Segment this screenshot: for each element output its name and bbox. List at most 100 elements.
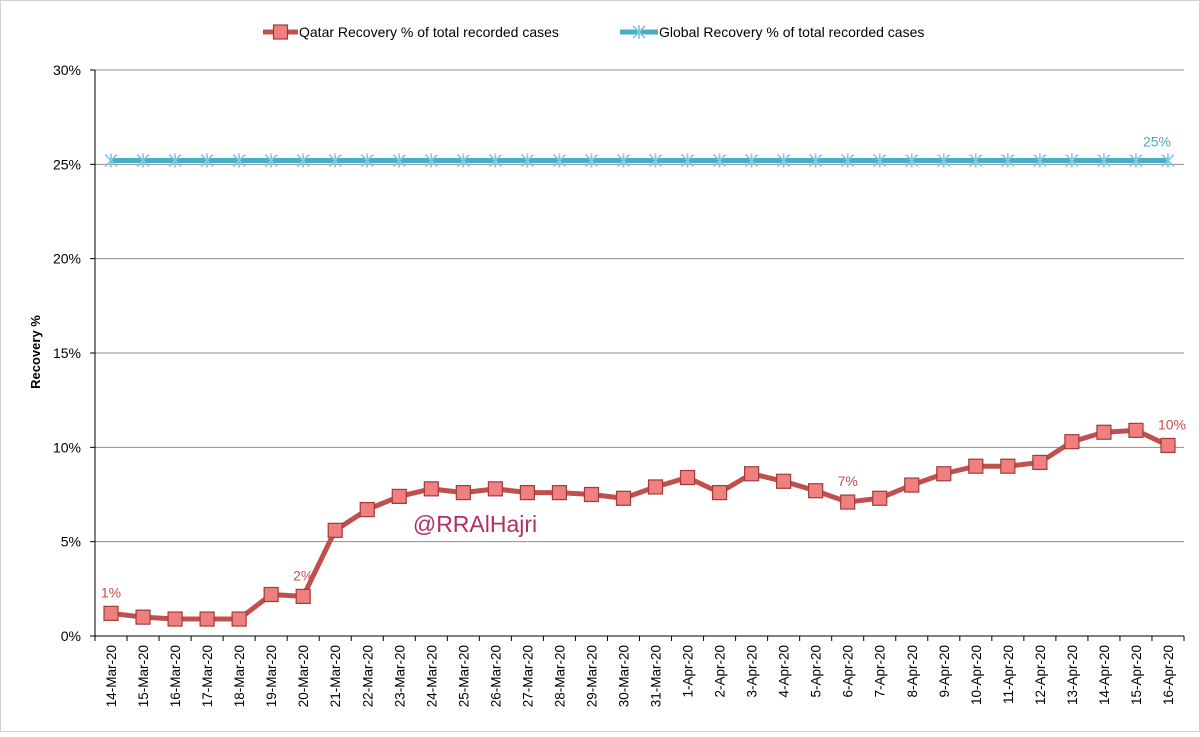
- qatar-point: [327, 522, 343, 538]
- x-tick-label: 28-Mar-20: [552, 645, 567, 707]
- qatar-point: [583, 486, 600, 503]
- global-point: [841, 153, 855, 168]
- global-point: [680, 153, 695, 168]
- x-tick-label: 17-Mar-20: [200, 645, 215, 707]
- global-point: [745, 153, 759, 168]
- global-point: [1001, 153, 1015, 168]
- global-point: [1033, 153, 1047, 168]
- x-tick-label: 23-Mar-20: [392, 645, 407, 707]
- qatar-point: [1064, 434, 1080, 450]
- qatar-point: [840, 494, 856, 510]
- global-point: [360, 153, 374, 168]
- global-point: [1129, 153, 1143, 168]
- qatar-point: [199, 611, 215, 627]
- global-point: [520, 153, 534, 168]
- x-tick-label: 16-Mar-20: [168, 645, 183, 707]
- qatar-point: [679, 469, 696, 486]
- x-tick-label: 21-Mar-20: [328, 645, 343, 707]
- x-tick-label: 1-Apr-20: [681, 645, 696, 698]
- qatar-point: [135, 609, 151, 625]
- y-axis-title: Recovery %: [28, 315, 43, 389]
- qatar-point: [872, 490, 888, 506]
- qatar-point: [1096, 424, 1112, 440]
- qatar-point: [359, 501, 375, 518]
- qatar-data-label: 1%: [101, 584, 121, 600]
- qatar-point: [455, 485, 471, 501]
- global-point: [1161, 153, 1175, 168]
- x-tick-label: 15-Apr-20: [1129, 645, 1144, 705]
- y-tick-label: 15%: [53, 345, 81, 361]
- x-tick-label: 14-Apr-20: [1097, 645, 1112, 705]
- qatar-point: [423, 481, 439, 497]
- y-tick-label: 5%: [61, 534, 81, 550]
- qatar-point: [231, 611, 247, 627]
- global-point: [552, 153, 566, 168]
- x-tick-label: 22-Mar-20: [360, 645, 375, 707]
- global-point: [1065, 153, 1079, 168]
- global-point: [392, 153, 406, 168]
- qatar-point: [808, 483, 824, 499]
- global-point: [488, 153, 502, 168]
- x-tick-label: 4-Apr-20: [777, 645, 792, 698]
- qatar-point: [1128, 422, 1144, 438]
- qatar-point: [1160, 437, 1176, 454]
- qatar-point: [968, 458, 984, 474]
- global-point: [873, 153, 887, 168]
- x-tick-label: 2-Apr-20: [713, 645, 728, 698]
- x-tick-label: 29-Mar-20: [584, 645, 599, 707]
- qatar-point: [103, 605, 119, 621]
- x-tick-label: 10-Apr-20: [969, 645, 984, 705]
- annotation-watermark: @RRAlHajri: [413, 511, 537, 537]
- x-tick-label: 24-Mar-20: [424, 645, 439, 707]
- qatar-point: [551, 485, 568, 501]
- legend-item-global: Global Recovery % of total recorded case…: [620, 24, 924, 40]
- global-point: [809, 153, 823, 168]
- qatar-point: [295, 588, 311, 604]
- qatar-point: [904, 477, 920, 493]
- x-tick-label: 9-Apr-20: [937, 645, 952, 698]
- x-tick-label: 8-Apr-20: [905, 645, 920, 698]
- global-point: [328, 153, 342, 168]
- global-point: [1097, 153, 1111, 168]
- global-point: [648, 153, 663, 168]
- global-point: [584, 153, 599, 168]
- legend-label-global: Global Recovery % of total recorded case…: [659, 24, 924, 40]
- global-point: [456, 153, 470, 168]
- qatar-point: [519, 485, 535, 501]
- legend-label-qatar: Qatar Recovery % of total recorded cases: [299, 24, 559, 40]
- x-tick-label: 15-Mar-20: [136, 645, 151, 707]
- qatar-point: [263, 586, 279, 603]
- global-point: [616, 153, 631, 168]
- qatar-point: [936, 466, 952, 482]
- x-tick-label: 5-Apr-20: [809, 645, 824, 698]
- global-point: [777, 153, 791, 168]
- qatar-point: [391, 488, 407, 504]
- x-tick-label: 19-Mar-20: [264, 645, 279, 707]
- qatar-point: [615, 490, 632, 506]
- legend-item-qatar: Qatar Recovery % of total recorded cases: [263, 24, 559, 40]
- x-tick-label: 6-Apr-20: [841, 645, 856, 698]
- qatar-point: [1032, 454, 1048, 471]
- global-point: [168, 153, 182, 168]
- global-point: [264, 153, 278, 168]
- y-tick-label: 30%: [53, 62, 81, 78]
- x-tick-label: 7-Apr-20: [873, 645, 888, 698]
- global-point: [905, 153, 919, 168]
- y-tick-label: 0%: [61, 628, 81, 644]
- qatar-point: [487, 481, 503, 497]
- x-tick-label: 14-Mar-20: [104, 645, 119, 707]
- x-tick-label: 18-Mar-20: [232, 645, 247, 707]
- x-tick-label: 27-Mar-20: [520, 645, 535, 707]
- x-tick-label: 30-Mar-20: [616, 645, 631, 707]
- x-tick-label: 12-Apr-20: [1033, 645, 1048, 705]
- qatar-data-label: 10%: [1158, 416, 1186, 432]
- qatar-data-label: 7%: [838, 473, 858, 489]
- y-tick-label: 20%: [53, 251, 81, 267]
- y-tick-label: 10%: [53, 439, 81, 455]
- x-tick-label: 11-Apr-20: [1001, 645, 1016, 704]
- qatar-data-label: 2%: [293, 567, 313, 583]
- global-point: [232, 153, 246, 168]
